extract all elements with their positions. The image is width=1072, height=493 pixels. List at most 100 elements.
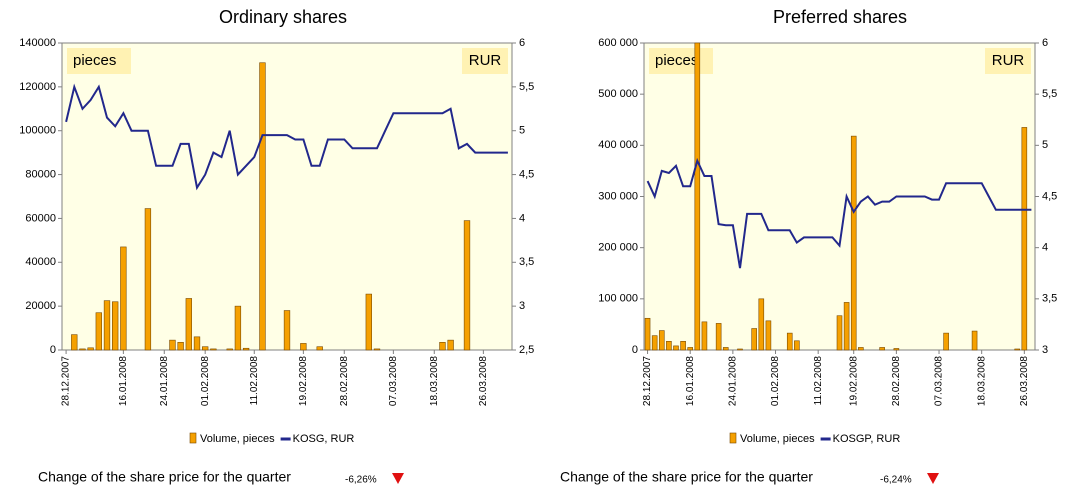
bar [858,347,864,351]
bar [893,348,900,351]
footer-change: -6,26% [345,475,377,486]
bar [694,42,701,351]
x-tick-label: 01.02.2008 [200,356,211,406]
ylabel-box [649,48,713,74]
y-tick-label: 20000 [25,300,56,312]
bar [193,336,201,351]
bar [644,317,651,351]
x-tick-label: 18.03.2008 [429,356,440,406]
bar [943,332,949,351]
bar [715,323,722,351]
bar [79,348,86,351]
x-tick-label: 07.03.2008 [934,356,945,406]
chart-title: Ordinary shares [219,7,347,27]
y-tick-label: 100 000 [598,293,638,305]
x-tick-label: 16.01.2008 [685,356,696,406]
y-tick-label: 400 000 [598,139,638,151]
x-tick-label: 26.03.2008 [1019,356,1030,406]
footer-change: -6,24% [880,475,912,486]
down-triangle [927,473,939,484]
y2-tick-label: 5,5 [1042,88,1057,100]
y2-tick-label: 4 [519,212,525,224]
legend-label: KOSG, RUR [293,433,355,445]
ylabel-box [67,48,131,74]
y2-tick-label: 3 [519,300,525,312]
y2-tick-label: 6 [519,37,525,49]
bar [758,298,765,351]
y2-tick-label: 2,5 [519,344,534,356]
x-tick-label: 28.12.2007 [642,356,653,406]
y2label-box [985,48,1031,74]
bar [836,315,843,351]
y2-tick-label: 4 [1042,242,1048,254]
y-tick-label: 60000 [25,212,56,224]
bar [765,320,772,351]
bar [701,321,708,351]
y-tick-label: 80000 [25,168,56,180]
bar [259,62,266,351]
bar [463,220,471,351]
x-tick-label: 01.02.2008 [770,356,781,406]
x-tick-label: 24.01.2008 [728,356,739,406]
y2-tick-label: 3,5 [519,256,534,268]
y2-tick-label: 4,5 [519,168,534,180]
legend-label: Volume, pieces [740,433,815,445]
bar [144,208,152,351]
bar [439,342,446,351]
bar [666,341,672,351]
x-tick-label: 28.12.2007 [61,356,72,406]
legend-swatch [729,432,737,444]
plot-area [61,42,513,351]
bar [751,328,757,351]
bar [242,347,250,351]
y2-tick-label: 5 [1042,139,1048,151]
bar [971,330,978,351]
bar [651,335,658,351]
bar [722,347,729,351]
plot-area [643,42,1036,351]
x-tick-label: 16.01.2008 [118,356,129,406]
y2-tick-label: 3 [1042,344,1048,356]
x-tick-label: 19.02.2008 [848,356,859,406]
bar [850,135,857,351]
y-axis-label: pieces [73,52,116,69]
price-line [646,157,1032,269]
x-tick-label: 07.03.2008 [388,356,399,406]
footer-text: Change of the share price for the quarte… [38,469,291,485]
y-tick-label: 200 000 [598,242,638,254]
bar [226,348,233,351]
bar [283,310,291,351]
bar [185,298,192,351]
bar [169,339,176,351]
bar [1014,348,1021,351]
y-tick-label: 300 000 [598,190,638,202]
bar [1021,127,1028,351]
y2-tick-label: 5,5 [519,81,534,93]
bar [210,348,217,351]
y-tick-label: 120000 [19,81,56,93]
bar [673,345,679,351]
y2-tick-label: 5 [519,125,525,137]
legend-label: Volume, pieces [200,433,275,445]
x-tick-label: 24.01.2008 [159,356,170,406]
bar [447,339,454,351]
bar [373,348,381,351]
bar [794,340,800,351]
bar [879,347,885,351]
price-line [65,83,508,191]
x-tick-label: 11.02.2008 [813,356,824,406]
down-triangle [392,473,404,484]
x-tick-label: 18.03.2008 [976,356,987,406]
y-axis-label: pieces [655,52,698,69]
y2-tick-label: 4,5 [1042,190,1057,202]
bar [87,347,94,351]
x-tick-label: 11.02.2008 [249,356,260,406]
bar [234,305,242,351]
bar [365,293,372,351]
bar [737,348,743,351]
y2-tick-label: 6 [1042,37,1048,49]
y-tick-label: 100000 [19,125,56,137]
bar [177,342,184,351]
bar [71,334,78,351]
footer-text: Change of the share price for the quarte… [560,469,813,485]
